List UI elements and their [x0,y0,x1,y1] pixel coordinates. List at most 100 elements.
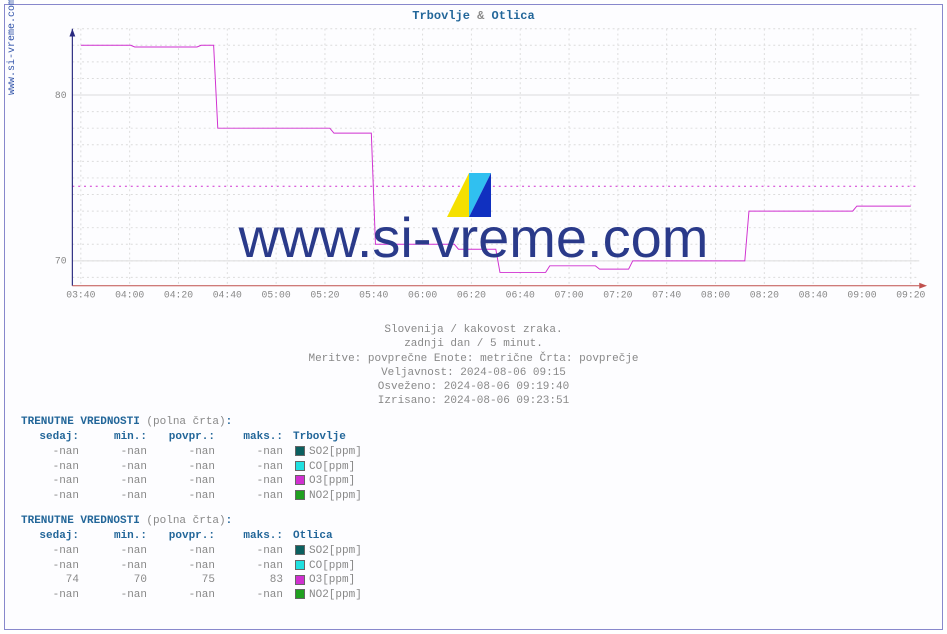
meta-line: Slovenija / kakovost zraka. [5,323,942,337]
cell-min: -nan [89,445,157,460]
svg-text:08:40: 08:40 [799,289,828,300]
cell-min: -nan [89,489,157,504]
table-row: -nan -nan -nan -nan SO2[ppm] [21,544,372,559]
cell-min: -nan [89,588,157,603]
table-row: -nan -nan -nan -nan SO2[ppm] [21,445,372,460]
svg-text:09:00: 09:00 [847,289,876,300]
cell-sedaj: 74 [21,573,89,588]
table-row: -nan -nan -nan -nan NO2[ppm] [21,489,372,504]
color-swatch [295,589,305,599]
svg-text:06:40: 06:40 [506,289,535,300]
cell-maks: -nan [225,460,293,475]
cell-sedaj: -nan [21,489,89,504]
color-swatch [295,475,305,485]
location-header: Trbovlje [293,430,372,445]
cell-param: SO2[ppm] [293,445,372,460]
table-title: TRENUTNE VREDNOSTI (polna črta): [21,415,372,430]
table-row: -nan -nan -nan -nan O3[ppm] [21,474,372,489]
color-swatch [295,545,305,555]
cell-maks: -nan [225,489,293,504]
cell-sedaj: -nan [21,474,89,489]
chart-title: Trbovlje & Otlica [5,9,942,23]
color-swatch [295,446,305,456]
chart-plot: 03:4004:0004:2004:4005:0005:2005:4006:00… [49,25,929,305]
cell-maks: -nan [225,544,293,559]
svg-text:05:40: 05:40 [359,289,388,300]
col-header: min.: [89,529,157,544]
cell-min: -nan [89,474,157,489]
chart-frame: www.si-vreme.com Trbovlje & Otlica 03:40… [4,4,943,630]
cell-povpr: -nan [157,460,225,475]
values-tables: TRENUTNE VREDNOSTI (polna črta):sedaj:mi… [21,415,372,613]
cell-param: NO2[ppm] [293,588,372,603]
color-swatch [295,575,305,585]
cell-min: -nan [89,544,157,559]
cell-param: CO[ppm] [293,559,372,574]
cell-povpr: -nan [157,559,225,574]
svg-text:80: 80 [55,90,67,101]
cell-maks: -nan [225,559,293,574]
cell-povpr: 75 [157,573,225,588]
table-row: -nan -nan -nan -nan CO[ppm] [21,460,372,475]
meta-line: Veljavnost: 2024-08-06 09:15 [5,366,942,380]
title-amp: & [477,9,491,23]
col-header: maks.: [225,529,293,544]
svg-text:03:40: 03:40 [66,289,95,300]
svg-text:07:00: 07:00 [554,289,583,300]
cell-maks: -nan [225,474,293,489]
col-header: povpr.: [157,529,225,544]
cell-maks: -nan [225,445,293,460]
cell-sedaj: -nan [21,460,89,475]
cell-povpr: -nan [157,489,225,504]
cell-maks: 83 [225,573,293,588]
values-table: sedaj:min.:povpr.:maks.:Otlica -nan -nan… [21,529,372,603]
svg-text:08:20: 08:20 [750,289,779,300]
cell-sedaj: -nan [21,588,89,603]
meta-line: zadnji dan / 5 minut. [5,337,942,351]
color-swatch [295,461,305,471]
table-title: TRENUTNE VREDNOSTI (polna črta): [21,514,372,529]
svg-text:06:00: 06:00 [408,289,437,300]
cell-param: CO[ppm] [293,460,372,475]
meta-line: Osveženo: 2024-08-06 09:19:40 [5,380,942,394]
cell-sedaj: -nan [21,544,89,559]
svg-text:70: 70 [55,256,67,267]
col-header: sedaj: [21,529,89,544]
table-row: -nan -nan -nan -nan NO2[ppm] [21,588,372,603]
cell-maks: -nan [225,588,293,603]
watermark-logo [447,173,491,217]
cell-sedaj: -nan [21,559,89,574]
cell-param: O3[ppm] [293,474,372,489]
cell-min: 70 [89,573,157,588]
cell-min: -nan [89,559,157,574]
cell-param: SO2[ppm] [293,544,372,559]
svg-text:05:00: 05:00 [262,289,291,300]
svg-text:06:20: 06:20 [457,289,486,300]
color-swatch [295,560,305,570]
svg-text:07:40: 07:40 [652,289,681,300]
cell-param: NO2[ppm] [293,489,372,504]
values-table: sedaj:min.:povpr.:maks.:Trbovlje -nan -n… [21,430,372,504]
color-swatch [295,490,305,500]
chart-metadata: Slovenija / kakovost zraka.zadnji dan / … [5,323,942,409]
meta-line: Meritve: povprečne Enote: metrične Črta:… [5,352,942,366]
cell-povpr: -nan [157,588,225,603]
svg-text:04:00: 04:00 [115,289,144,300]
title-loc-a: Trbovlje [412,9,470,23]
cell-sedaj: -nan [21,445,89,460]
cell-param: O3[ppm] [293,573,372,588]
col-header: sedaj: [21,430,89,445]
title-loc-b: Otlica [492,9,535,23]
location-header: Otlica [293,529,372,544]
svg-text:09:20: 09:20 [896,289,925,300]
table-row: -nan -nan -nan -nan CO[ppm] [21,559,372,574]
cell-povpr: -nan [157,474,225,489]
cell-min: -nan [89,460,157,475]
col-header: maks.: [225,430,293,445]
svg-text:07:20: 07:20 [603,289,632,300]
table-row: 74 70 75 83 O3[ppm] [21,573,372,588]
cell-povpr: -nan [157,544,225,559]
meta-line: Izrisano: 2024-08-06 09:23:51 [5,394,942,408]
svg-text:08:00: 08:00 [701,289,730,300]
col-header: min.: [89,430,157,445]
